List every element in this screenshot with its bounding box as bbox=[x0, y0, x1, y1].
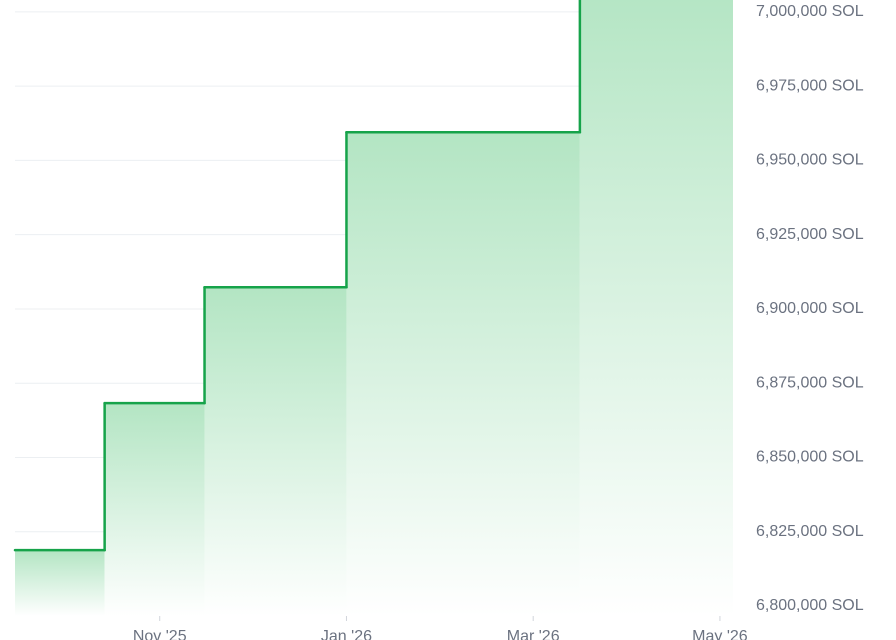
y-tick-label: 6,800,000 SOL bbox=[756, 597, 864, 614]
y-tick-label: 7,000,000 SOL bbox=[756, 3, 864, 20]
area-step bbox=[204, 287, 347, 616]
y-tick-label: 6,950,000 SOL bbox=[756, 152, 864, 169]
y-tick-label: 6,975,000 SOL bbox=[756, 77, 864, 94]
y-tick-label: 6,875,000 SOL bbox=[756, 374, 864, 391]
x-tick-label: May '26 bbox=[692, 628, 748, 640]
y-tick-label: 6,925,000 SOL bbox=[756, 226, 864, 243]
area-step bbox=[579, 0, 733, 617]
plot-area bbox=[13, 0, 733, 617]
axes: 6,800,000 SOL 6,825,000 SOL 6,850,000 SOL 6… bbox=[133, 3, 864, 640]
area-step bbox=[104, 403, 205, 616]
x-tick-label: Nov '25 bbox=[133, 628, 187, 640]
x-tick-label: Mar '26 bbox=[507, 628, 560, 640]
y-tick-label: 6,850,000 SOL bbox=[756, 449, 864, 466]
y-tick-label: 6,900,000 SOL bbox=[756, 300, 864, 317]
y-tick-label: 6,825,000 SOL bbox=[756, 523, 864, 540]
area-step bbox=[15, 550, 105, 616]
area-step bbox=[346, 132, 580, 617]
x-tick-label: Jan '26 bbox=[321, 628, 372, 640]
